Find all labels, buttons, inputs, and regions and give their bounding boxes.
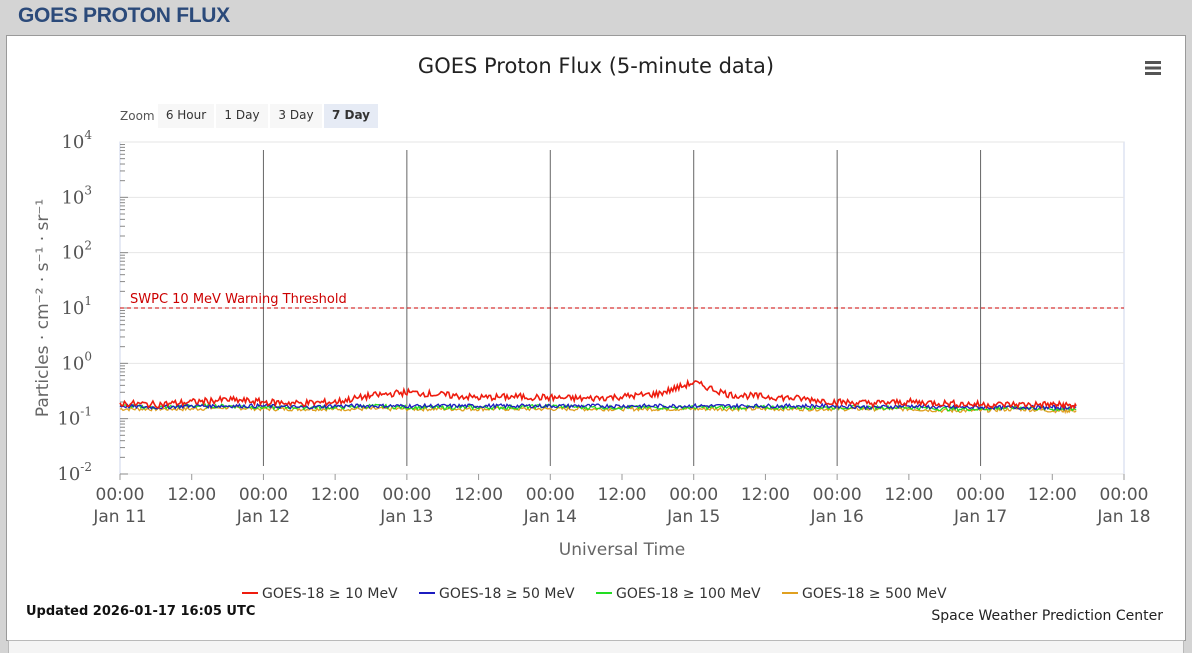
credit-text[interactable]: Space Weather Prediction Center <box>931 608 1163 624</box>
page-title: GOES PROTON FLUX <box>18 4 230 27</box>
x-tick-date: Jan 14 <box>523 507 577 527</box>
day-separator-lines <box>262 150 982 466</box>
x-tick-time: 00:00 <box>956 485 1005 505</box>
legend-item[interactable]: GOES-18 ≥ 500 MeV <box>782 586 947 602</box>
series-line-4 <box>119 405 1077 415</box>
threshold-label: SWPC 10 MeV Warning Threshold <box>130 292 347 307</box>
y-tick-label: 104 <box>61 128 92 153</box>
x-tick-date: Jan 18 <box>1096 507 1150 527</box>
x-tick-date: Jan 11 <box>92 507 146 527</box>
legend-label: GOES-18 ≥ 100 MeV <box>616 586 761 602</box>
series-lines <box>119 378 1077 415</box>
x-tick-date: Jan 15 <box>666 507 720 527</box>
legend-label: GOES-18 ≥ 50 MeV <box>439 586 575 602</box>
legend: GOES-18 ≥ 10 MeV GOES-18 ≥ 50 MeV GOES-18 … <box>242 586 947 602</box>
legend-item[interactable]: GOES-18 ≥ 10 MeV <box>242 586 398 602</box>
x-tick-date: Jan 16 <box>810 507 864 527</box>
chart-title: GOES Proton Flux (5-minute data) <box>418 54 774 78</box>
legend-item[interactable]: GOES-18 ≥ 50 MeV <box>419 586 575 602</box>
x-tick-time: 12:00 <box>598 485 647 505</box>
zoom-button-7-day[interactable]: 7 Day <box>332 108 370 122</box>
x-tick-time: 12:00 <box>311 485 360 505</box>
x-tick-time: 12:00 <box>1028 485 1077 505</box>
x-tick-date: Jan 12 <box>236 507 290 527</box>
x-tick-time: 12:00 <box>454 485 503 505</box>
x-tick-time: 12:00 <box>167 485 216 505</box>
x-tick-time: 00:00 <box>813 485 862 505</box>
zoom-button-6-hour[interactable]: 6 Hour <box>166 108 206 122</box>
zoom-button-bg[interactable] <box>324 104 378 128</box>
legend-label: GOES-18 ≥ 10 MeV <box>262 586 398 602</box>
x-tick-time: 12:00 <box>741 485 790 505</box>
x-tick-time: 00:00 <box>382 485 431 505</box>
zoom-button-bg[interactable] <box>158 104 214 128</box>
y-tick-label: 101 <box>61 294 92 319</box>
zoom-button-3-day[interactable]: 3 Day <box>278 108 313 122</box>
minor-ticks <box>120 144 128 475</box>
y-tick-label: 102 <box>61 239 92 264</box>
y-tick-label: 10-2 <box>57 460 92 485</box>
legend-label: GOES-18 ≥ 500 MeV <box>802 586 947 602</box>
zoom-label: Zoom <box>120 109 155 123</box>
chart-panel <box>6 35 1186 641</box>
y-tick-label: 10-1 <box>57 405 92 430</box>
hamburger-menu-icon[interactable] <box>1140 58 1166 78</box>
series-line-2 <box>119 402 1077 412</box>
series-line-1 <box>119 378 1077 410</box>
updated-timestamp: Updated 2026-01-17 16:05 UTC <box>26 604 255 619</box>
x-tick-time: 00:00 <box>1100 485 1149 505</box>
zoom-buttons: 6 Hour 1 Day 3 Day 7 Day <box>158 104 378 128</box>
x-tick-time: 12:00 <box>884 485 933 505</box>
y-tick-label: 103 <box>61 183 92 208</box>
x-tick-time: 00:00 <box>669 485 718 505</box>
y-axis-ticks: 104 103 102 101 100 10-1 10-2 <box>57 128 92 485</box>
x-tick-date: Jan 13 <box>379 507 433 527</box>
x-tick-time: 00:00 <box>239 485 288 505</box>
zoom-button-bg[interactable] <box>216 104 268 128</box>
zoom-button-1-day[interactable]: 1 Day <box>224 108 259 122</box>
x-tick-time: 00:00 <box>526 485 575 505</box>
x-tick-time: 00:00 <box>96 485 145 505</box>
y-tick-label: 100 <box>61 349 92 374</box>
threshold: SWPC 10 MeV Warning Threshold <box>120 292 1124 309</box>
y-axis-title: Particles · cm⁻² · s⁻¹ · sr⁻¹ <box>33 199 53 417</box>
zoom-button-bg[interactable] <box>270 104 322 128</box>
x-tick-date: Jan 17 <box>953 507 1007 527</box>
x-axis-title: Universal Time <box>559 540 685 560</box>
legend-item[interactable]: GOES-18 ≥ 100 MeV <box>596 586 761 602</box>
